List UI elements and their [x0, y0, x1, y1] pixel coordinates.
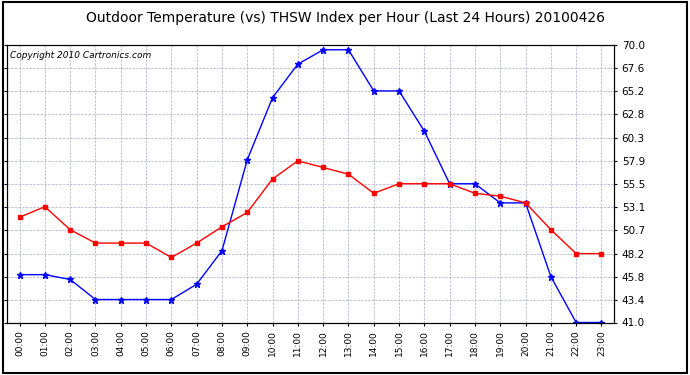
Text: Outdoor Temperature (vs) THSW Index per Hour (Last 24 Hours) 20100426: Outdoor Temperature (vs) THSW Index per … — [86, 11, 604, 25]
Text: Copyright 2010 Cartronics.com: Copyright 2010 Cartronics.com — [10, 51, 151, 60]
